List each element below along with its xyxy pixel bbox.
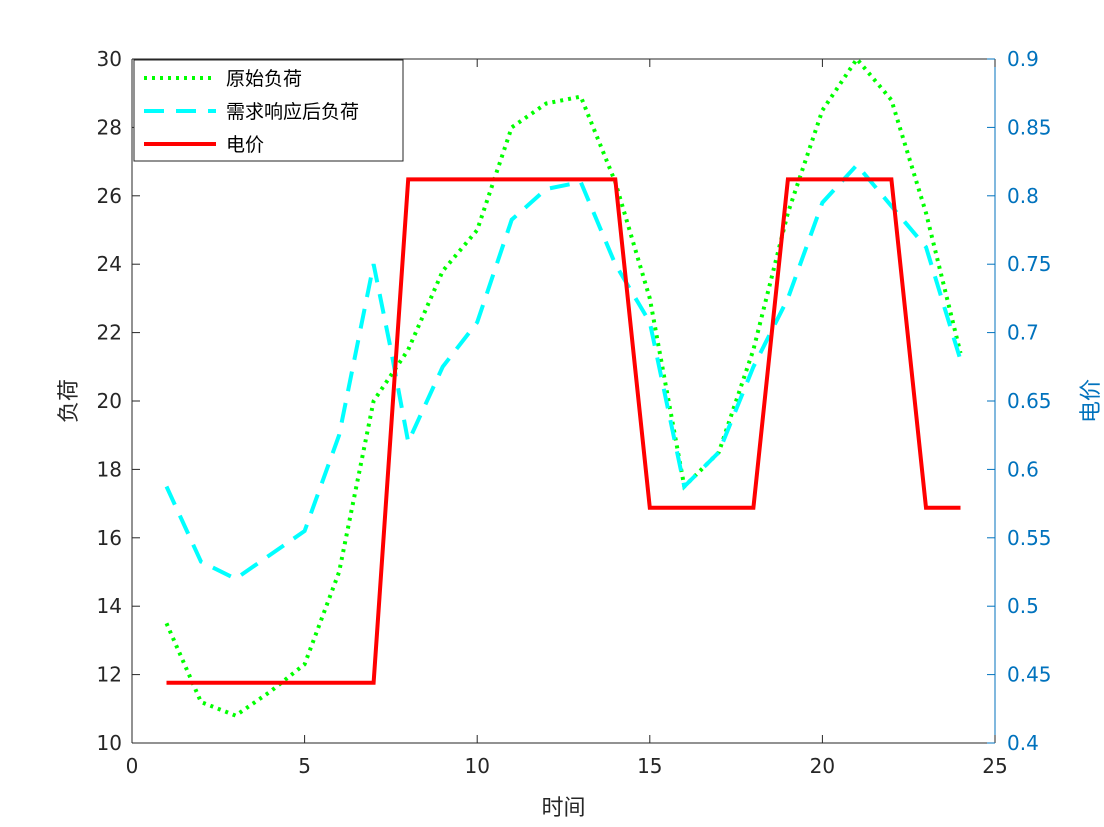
y-left-tick-label: 18	[97, 457, 122, 481]
y-right-tick-label: 0.6	[1007, 457, 1039, 481]
y-left-tick-label: 28	[97, 115, 122, 139]
x-tick-label: 15	[637, 754, 662, 778]
y-left-tick-label: 20	[97, 389, 122, 413]
y-left-tick-label: 12	[97, 663, 122, 687]
y-right-tick-label: 0.85	[1007, 115, 1052, 139]
y-right-tick-label: 0.8	[1007, 184, 1039, 208]
legend: 原始负荷 需求响应后负荷 电价	[133, 59, 404, 162]
series-response-load	[164, 161, 963, 582]
x-tick-label: 5	[298, 754, 311, 778]
x-tick-label: 20	[810, 754, 835, 778]
y-left-tick-label: 30	[97, 47, 122, 71]
plot-area: 0 5 10 15 20 25 10 12 14 16 18 20 22 24 26 28 30 0.4 0.45 0…	[97, 47, 1052, 778]
x-tick-label: 0	[126, 754, 139, 778]
legend-label-response-load: 需求响应后负荷	[226, 101, 359, 123]
y-left-tick-label: 24	[97, 252, 122, 276]
x-tick-label: 25	[982, 754, 1007, 778]
x-axis-title: 时间	[541, 796, 585, 821]
axes-layer: 0 5 10 15 20 25 10 12 14 16 18 20 22 24 26 28 30 0.4 0.45 0…	[97, 47, 1052, 778]
y-left-tick-label: 22	[97, 321, 122, 345]
y-right-tick-label: 0.45	[1007, 663, 1052, 687]
y-right-tick-label: 0.4	[1007, 731, 1039, 755]
y-axis-left-title: 负荷	[57, 379, 82, 423]
series-original-load	[164, 55, 963, 718]
y-right-tick-label: 0.65	[1007, 389, 1052, 413]
series-layer	[164, 55, 963, 718]
legend-label-price: 电价	[226, 134, 264, 156]
series-price	[166, 177, 961, 685]
y-right-tick-label: 0.5	[1007, 594, 1039, 618]
y-left-tick-label: 10	[97, 731, 122, 755]
y-right-tick-label: 0.7	[1007, 321, 1039, 345]
legend-label-original-load: 原始负荷	[226, 68, 302, 90]
y-right-tick-label: 0.55	[1007, 526, 1052, 550]
y-right-tick-label: 0.9	[1007, 47, 1039, 71]
y-left-tick-label: 26	[97, 184, 122, 208]
x-tick-label: 10	[464, 754, 489, 778]
y-axis-right-title: 电价	[1079, 379, 1104, 423]
y-right-tick-label: 0.75	[1007, 252, 1052, 276]
y-left-tick-label: 16	[97, 526, 122, 550]
y-left-tick-label: 14	[97, 594, 122, 618]
